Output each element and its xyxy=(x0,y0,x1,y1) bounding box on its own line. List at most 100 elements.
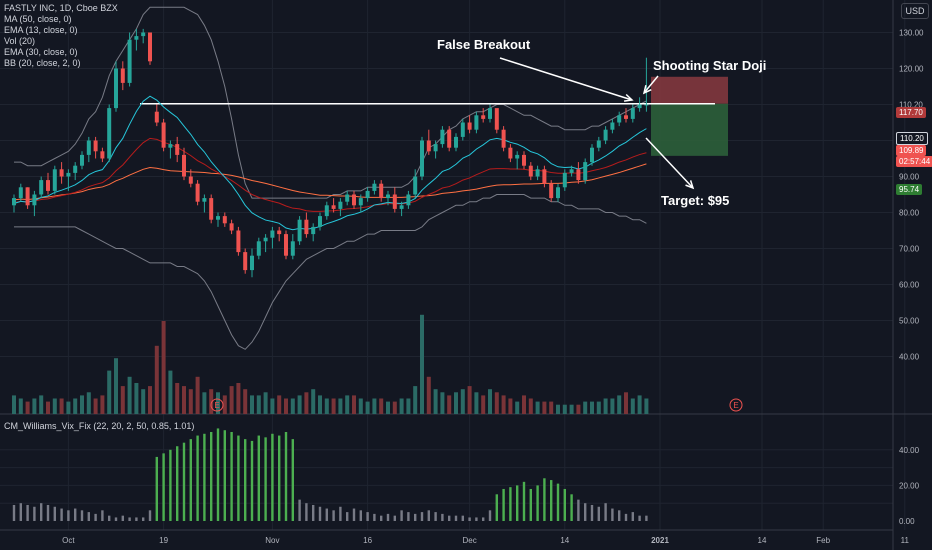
vix-bar xyxy=(216,428,220,521)
vix-bar xyxy=(645,515,648,521)
volume-bar xyxy=(392,401,397,414)
false-breakout-arrow-head xyxy=(623,93,634,102)
candle-body xyxy=(141,32,146,37)
candle-body xyxy=(284,234,288,256)
target-price-tag: 95.74 xyxy=(896,184,923,195)
candle-body xyxy=(331,205,336,209)
y-tick-label: 90.00 xyxy=(899,173,920,182)
candle-body xyxy=(236,230,241,253)
vix-bar xyxy=(318,506,322,521)
volume-bar xyxy=(284,398,288,414)
vix-bar xyxy=(176,446,179,521)
candle-body xyxy=(182,154,186,177)
volume-bar xyxy=(250,395,254,414)
volume-bar xyxy=(576,404,581,414)
volume-bar xyxy=(66,401,71,414)
candle-body xyxy=(488,108,492,119)
shooting-star-arrow xyxy=(643,75,659,94)
volume-bar xyxy=(399,398,404,414)
x-tick-label: Nov xyxy=(265,536,279,545)
candle-body xyxy=(93,140,98,152)
legend-bb: BB (20, close, 2, 0) xyxy=(4,58,81,68)
volume-bar xyxy=(474,392,479,414)
y-tick-label: 120.00 xyxy=(899,65,924,74)
vix-bar xyxy=(257,435,260,521)
candle-body xyxy=(209,198,214,220)
volume-bar xyxy=(141,389,146,414)
volume-bar xyxy=(365,401,370,414)
volume-bar xyxy=(624,392,628,414)
volume-bar xyxy=(243,389,248,414)
vix-bar xyxy=(543,478,546,521)
y-tick-label: 40.00 xyxy=(899,353,920,362)
y-tick-label: 140.00 xyxy=(899,0,924,2)
candle-body xyxy=(365,190,370,199)
vix-tick-label: 20.00 xyxy=(899,481,920,490)
candle-body xyxy=(216,216,220,220)
candle-body xyxy=(66,172,71,177)
target-arrow-head xyxy=(685,180,695,190)
volume-bar xyxy=(209,389,214,414)
volume-bar xyxy=(352,395,356,414)
volume-bar xyxy=(522,395,526,414)
candle-body xyxy=(318,216,322,227)
vix-bar xyxy=(482,517,485,521)
volume-bar xyxy=(583,401,588,414)
vix-bar xyxy=(522,481,526,521)
x-tick-label: 19 xyxy=(159,536,168,545)
candle-body xyxy=(270,230,275,238)
candle-body xyxy=(175,144,180,155)
vix-bar xyxy=(298,499,301,521)
candle-body xyxy=(576,169,581,181)
vix-bar xyxy=(128,517,131,521)
volume-bar xyxy=(488,389,492,414)
candle-body xyxy=(222,216,227,224)
vix-bar xyxy=(182,442,186,521)
candle-body xyxy=(460,122,465,137)
volume-bar xyxy=(406,398,411,414)
y-tick-label: 110.20 xyxy=(899,101,923,110)
vix-bar xyxy=(278,435,281,521)
volume-bar xyxy=(73,398,78,414)
vix-bar xyxy=(556,483,560,521)
candle-body xyxy=(12,198,16,206)
candle-body xyxy=(256,241,261,256)
vix-bar xyxy=(400,510,403,521)
earnings-marker-text: E xyxy=(214,401,219,410)
candle-body xyxy=(569,169,574,173)
candle-body xyxy=(161,122,166,148)
vix-bar xyxy=(155,456,158,521)
vix-bar xyxy=(536,485,539,521)
vix-bar xyxy=(46,504,50,521)
candle-body xyxy=(114,68,118,109)
ema13-line xyxy=(13,95,647,231)
volume-bar xyxy=(467,386,472,414)
candle-body xyxy=(386,194,390,199)
ema30-line xyxy=(13,137,647,212)
vix-bar xyxy=(638,515,641,521)
x-tick-label: 14 xyxy=(560,536,569,545)
vix-bar xyxy=(101,510,104,521)
currency-button[interactable]: USD xyxy=(901,3,929,19)
volume-bar xyxy=(358,398,363,414)
shooting-star-label: Shooting Star Doji xyxy=(653,58,767,73)
candle-body xyxy=(535,169,540,177)
vix-bar xyxy=(53,506,56,521)
candle-body xyxy=(338,201,343,209)
candle-body xyxy=(127,39,132,83)
vix-bar xyxy=(60,508,63,521)
volume-bar xyxy=(100,395,105,414)
candle-body xyxy=(474,115,479,130)
candle-body xyxy=(134,36,139,40)
candle-body xyxy=(522,154,526,166)
vix-bar xyxy=(80,510,84,521)
vix-bar xyxy=(529,488,532,521)
candle-body xyxy=(590,147,594,163)
candle-body xyxy=(100,151,105,159)
volume-bar xyxy=(32,398,37,414)
candle-body xyxy=(508,147,513,159)
vix-bar xyxy=(203,433,206,521)
vix-bar xyxy=(284,432,288,521)
